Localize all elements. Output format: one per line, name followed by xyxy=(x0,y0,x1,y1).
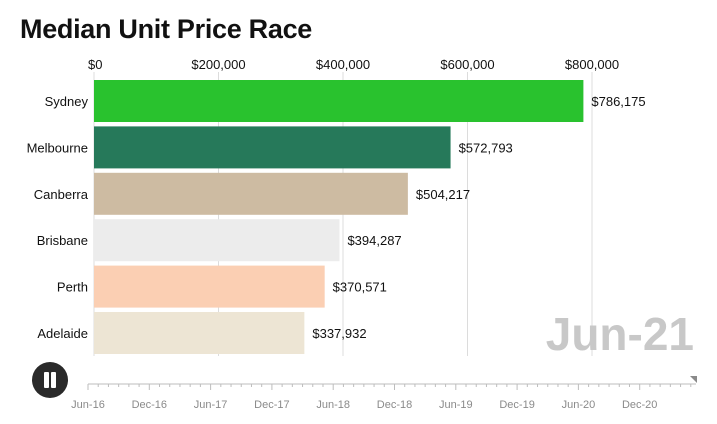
value-label: $786,175 xyxy=(591,94,645,109)
timeline-label: Dec-20 xyxy=(622,399,657,411)
category-label: Brisbane xyxy=(37,233,88,248)
pause-icon-bar xyxy=(51,372,56,388)
timeline-label: Jun-16 xyxy=(71,399,105,411)
value-label: $394,287 xyxy=(347,233,401,248)
timeline-label: Jun-18 xyxy=(316,399,350,411)
x-tick-label: $200,000 xyxy=(191,57,245,72)
bar xyxy=(94,172,408,215)
bar xyxy=(94,265,325,308)
bars: Sydney $786,175 Melbourne $572,793 Canberra $… xyxy=(27,80,646,354)
timeline-label: Dec-17 xyxy=(254,399,289,411)
timeline-label: Jun-20 xyxy=(562,399,596,411)
timeline[interactable]: Jun-16 Dec-16 Jun-17 Dec-17 Jun-18 Dec-18 Jun-… xyxy=(71,376,697,411)
timeline-label: Dec-19 xyxy=(499,399,534,411)
x-tick-label: $800,000 xyxy=(565,57,619,72)
x-tick-label: $400,000 xyxy=(316,57,370,72)
category-label: Perth xyxy=(57,280,88,295)
bar xyxy=(94,312,305,354)
bar xyxy=(94,80,584,122)
pause-button[interactable] xyxy=(32,362,68,398)
x-tick-label: $0 xyxy=(88,57,102,72)
period-label: Jun-21 xyxy=(546,308,694,360)
x-tick-label: $600,000 xyxy=(440,57,494,72)
x-axis-ticks: $0 $200,000 $400,000 $600,000 $800,000 xyxy=(88,57,619,72)
timeline-label: Jun-17 xyxy=(194,399,228,411)
category-label: Melbourne xyxy=(27,140,88,155)
bar xyxy=(94,219,340,262)
category-label: Canberra xyxy=(34,187,89,202)
value-label: $504,217 xyxy=(416,187,470,202)
timeline-handle[interactable] xyxy=(690,376,697,383)
value-label: $572,793 xyxy=(459,140,513,155)
timeline-label: Dec-18 xyxy=(377,399,412,411)
timeline-label: Jun-19 xyxy=(439,399,473,411)
category-label: Sydney xyxy=(45,94,89,109)
timeline-label: Dec-16 xyxy=(132,399,167,411)
category-label: Adelaide xyxy=(37,326,88,341)
value-label: $370,571 xyxy=(333,280,387,295)
chart-title: Median Unit Price Race xyxy=(20,14,312,44)
value-label: $337,932 xyxy=(312,326,366,341)
bar xyxy=(94,126,451,169)
pause-icon xyxy=(44,372,49,388)
